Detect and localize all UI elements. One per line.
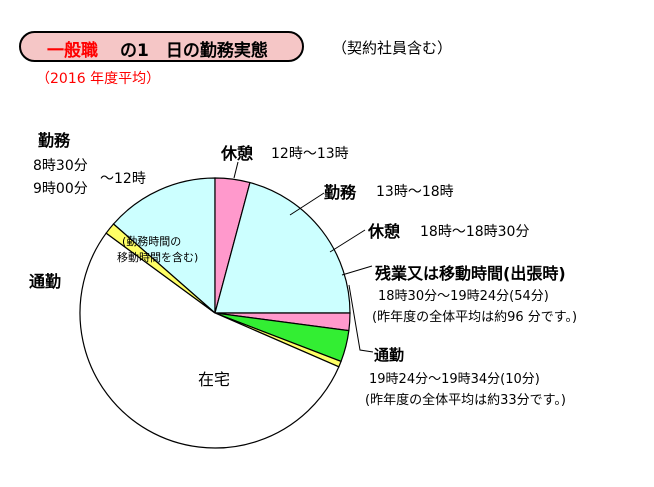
- label-rest-eve: 休憩: [368, 222, 401, 241]
- title-note: （契約社員含む）: [332, 39, 453, 57]
- leader-rest-noon: [233, 161, 239, 179]
- label-work-pm: 勤務: [324, 183, 357, 202]
- label-commute-left: 通勤: [29, 272, 62, 291]
- pie-slice-6: [79, 232, 340, 449]
- label-overtime: 残業又は移動時間(出張時): [375, 264, 566, 283]
- title-banner: [19, 31, 304, 62]
- title-text: の1 日の勤務実態: [120, 41, 268, 61]
- label-overtime-time: 18時30分～19時24分(54分): [378, 289, 549, 304]
- label-rest-noon-time: 12時～13時: [271, 146, 349, 162]
- label-work-pm-time: 13時～18時: [376, 184, 454, 200]
- pie-slice-2: [214, 181, 351, 314]
- label-commute-right-time: 19時24分～19時34分(10分): [369, 372, 540, 387]
- label-work-am-start2: 9時00分: [33, 181, 88, 197]
- label-commute-right: 通勤: [374, 346, 405, 364]
- label-commute-right-note: (昨年度の全体平均は約33分です。): [365, 393, 566, 408]
- label-work-am-note1: (勤務時間の: [122, 235, 182, 248]
- subtitle: （2016 年度平均）: [36, 71, 161, 87]
- label-work-am-start1: 8時30分: [33, 158, 88, 174]
- label-home: 在宅: [198, 370, 231, 389]
- leader-work-pm: [289, 192, 325, 216]
- label-work-am-end: ～12時: [100, 171, 146, 187]
- pie-slice-7: [105, 223, 216, 314]
- leader-overtime: [341, 265, 373, 276]
- leader-commute-right: [348, 284, 374, 353]
- label-overtime-note: (昨年度の全体平均は約96 分です。): [372, 310, 578, 325]
- label-work-am-note2: 移動時間を含む): [117, 251, 199, 264]
- label-rest-eve-time: 18時～18時30分: [420, 224, 530, 240]
- pie-slice-0: [112, 177, 216, 315]
- label-rest-noon: 休憩: [221, 144, 254, 163]
- title-highlight: 一般職: [47, 41, 98, 61]
- leader-rest-eve: [329, 229, 366, 253]
- label-work-am: 勤務: [38, 131, 71, 150]
